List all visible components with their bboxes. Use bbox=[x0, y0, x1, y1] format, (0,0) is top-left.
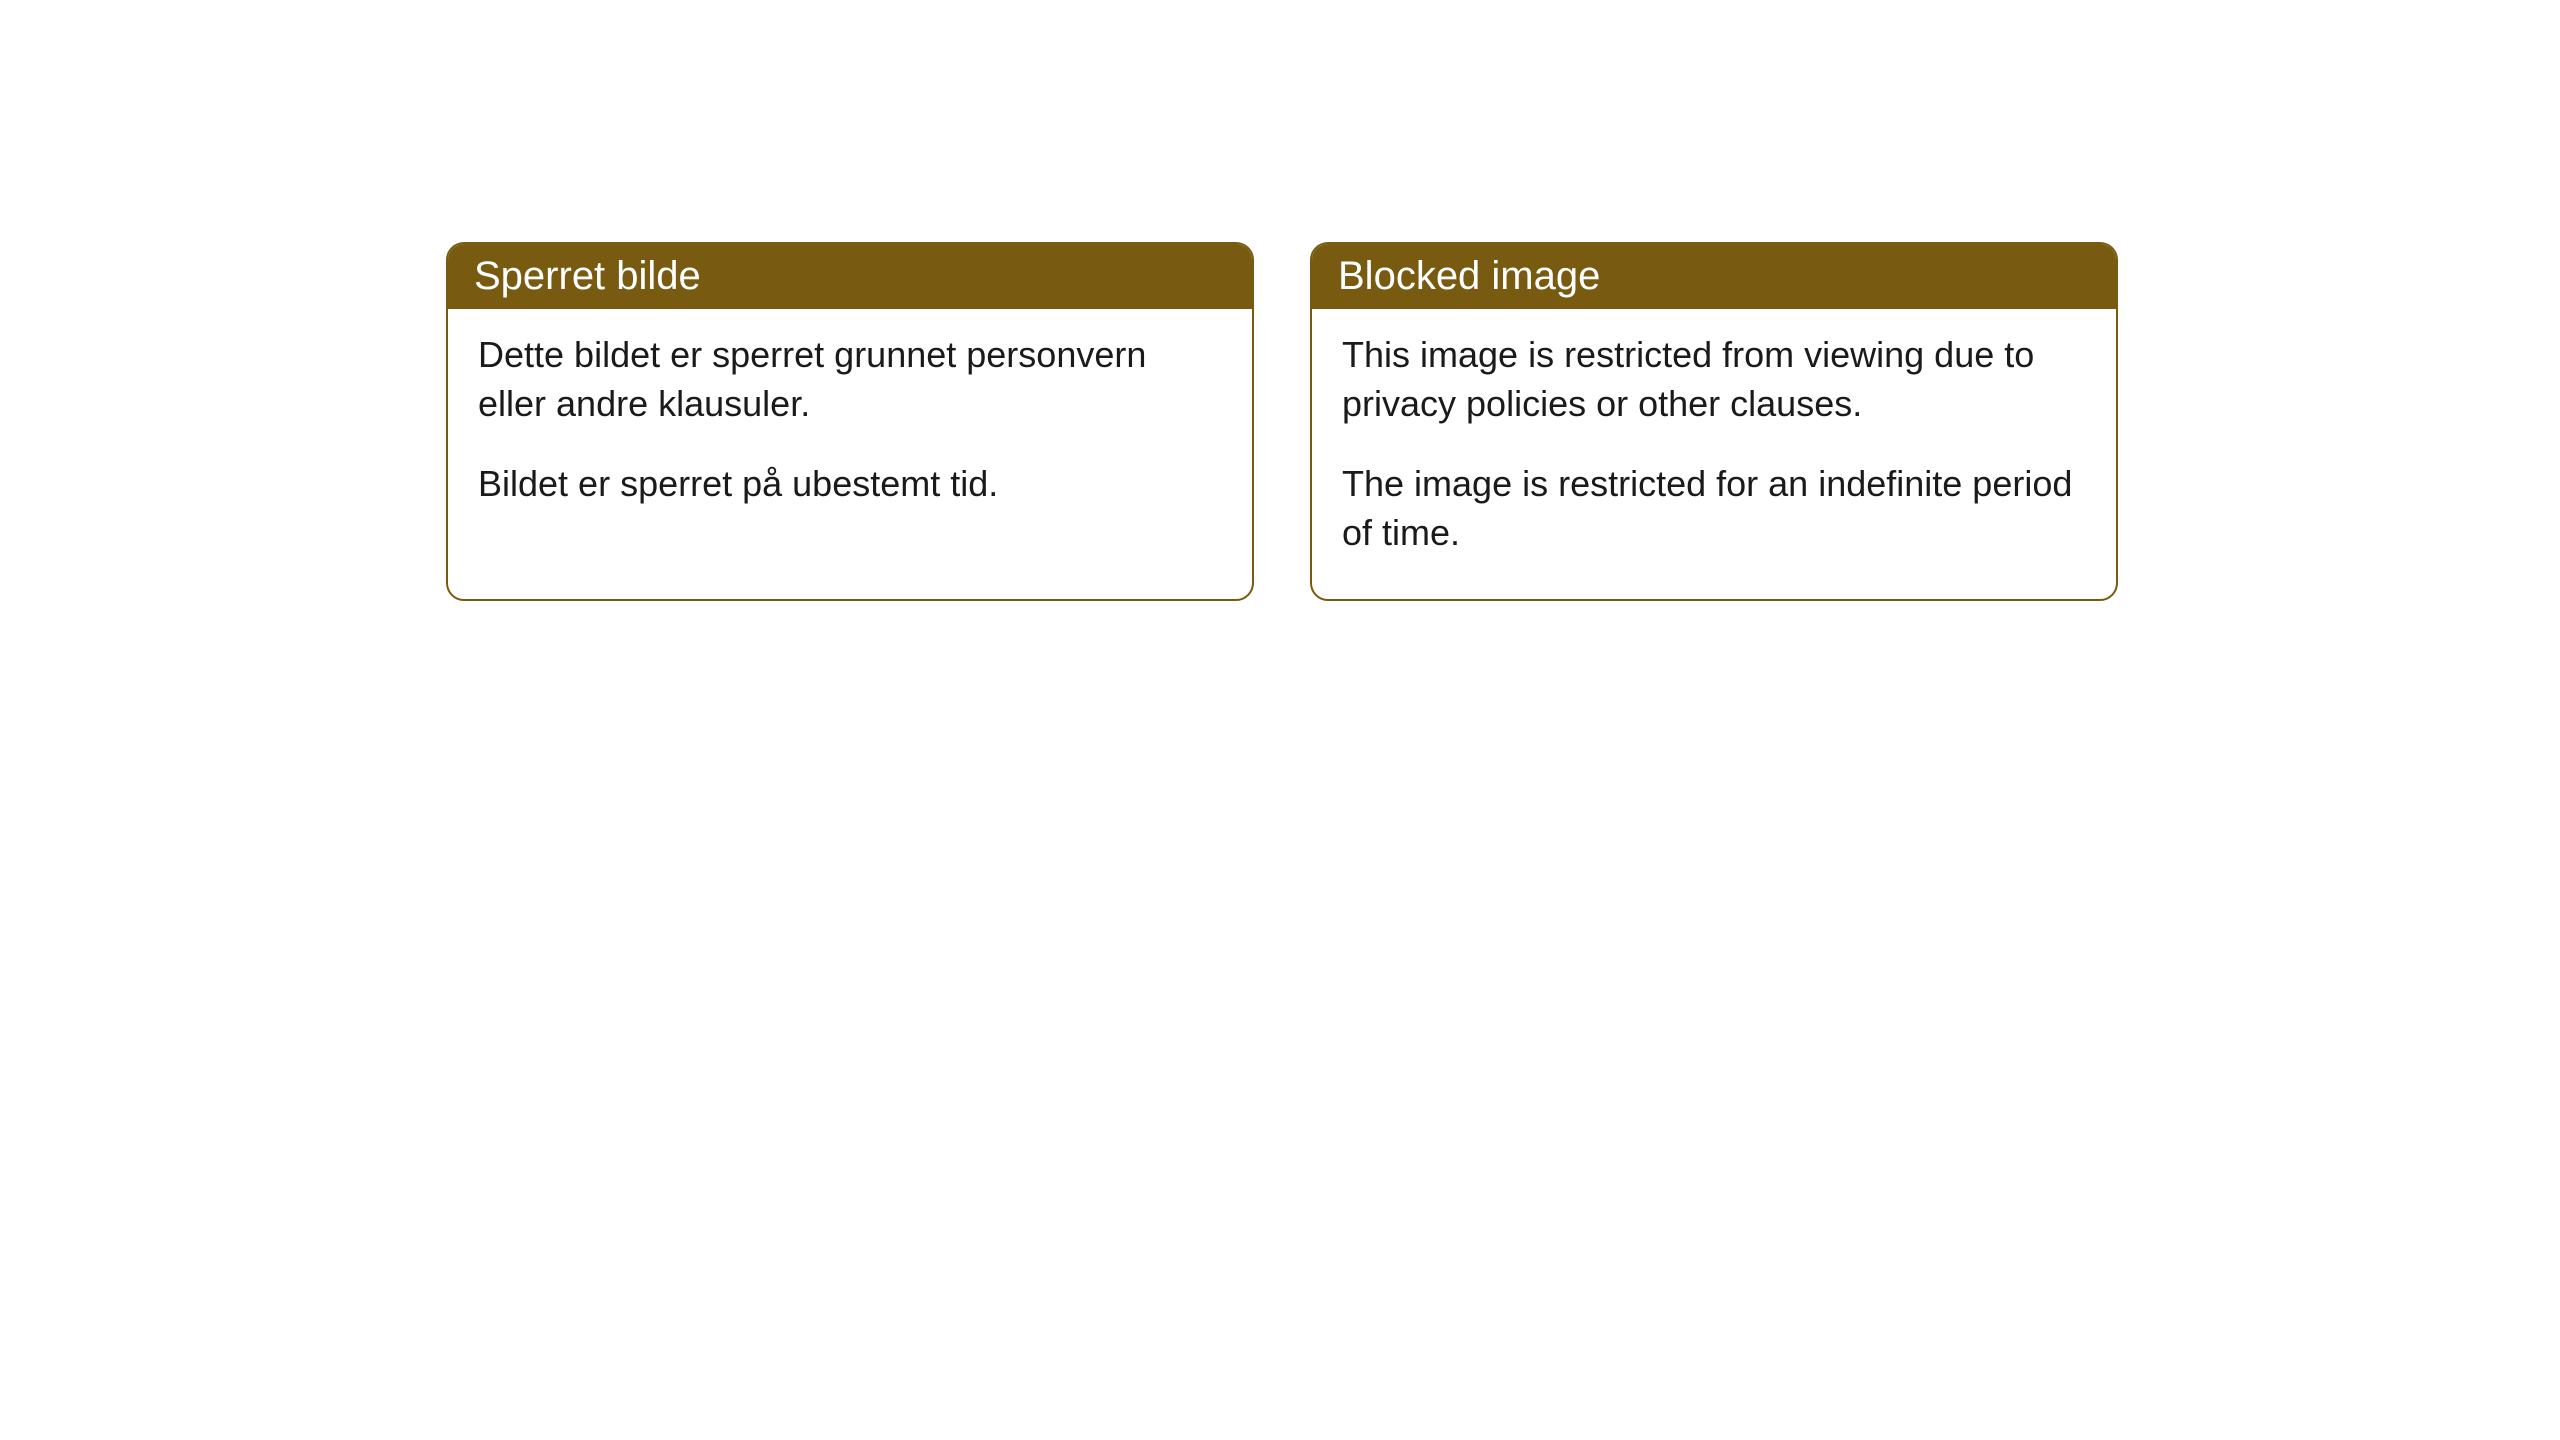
card-header-en: Blocked image bbox=[1312, 244, 2116, 309]
blocked-image-card-en: Blocked image This image is restricted f… bbox=[1310, 242, 2118, 601]
card-body-en: This image is restricted from viewing du… bbox=[1312, 309, 2116, 599]
card-text-en-2: The image is restricted for an indefinit… bbox=[1342, 460, 2086, 557]
card-text-no-1: Dette bildet er sperret grunnet personve… bbox=[478, 331, 1222, 428]
card-text-no-2: Bildet er sperret på ubestemt tid. bbox=[478, 460, 1222, 509]
card-text-en-1: This image is restricted from viewing du… bbox=[1342, 331, 2086, 428]
blocked-image-card-no: Sperret bilde Dette bildet er sperret gr… bbox=[446, 242, 1254, 601]
notice-cards-container: Sperret bilde Dette bildet er sperret gr… bbox=[446, 242, 2118, 601]
card-body-no: Dette bildet er sperret grunnet personve… bbox=[448, 309, 1252, 551]
card-header-no: Sperret bilde bbox=[448, 244, 1252, 309]
